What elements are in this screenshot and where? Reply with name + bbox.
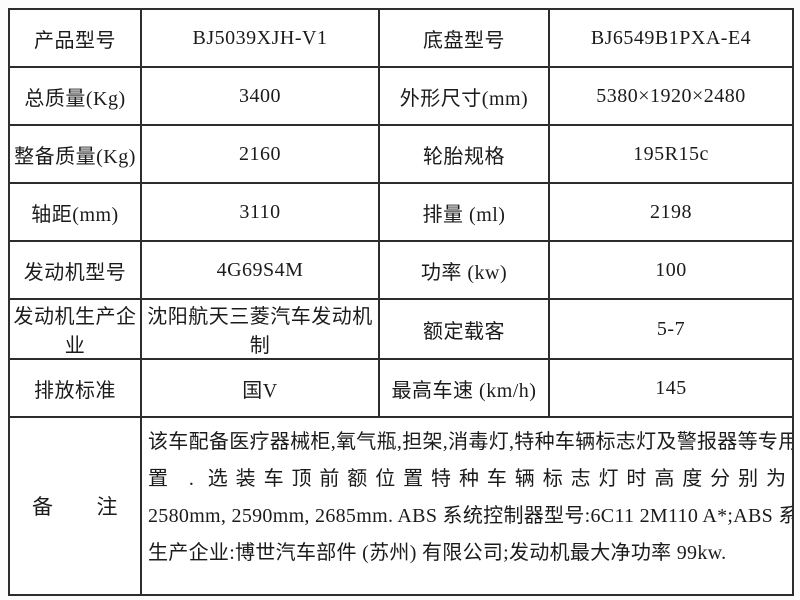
- remark-line-4: 生产企业:博世汽车部件 (苏州) 有限公司;发动机最大净功率 99kw.: [148, 542, 727, 564]
- value-dimensions: 5380×1920×2480: [548, 66, 794, 126]
- value-curb-weight: 2160: [140, 124, 380, 184]
- value-tire-spec: 195R15c: [548, 124, 794, 184]
- value-product-model: BJ5039XJH-V1: [140, 8, 380, 68]
- value-wheelbase: 3110: [140, 182, 380, 242]
- label-remark: 备 注: [8, 416, 142, 596]
- label-gross-weight: 总质量(Kg): [8, 66, 142, 126]
- table-row: 排放标准 国V 最高车速 (km/h) 145: [8, 358, 794, 418]
- label-emission-standard: 排放标准: [8, 358, 142, 418]
- table-row: 整备质量(Kg) 2160 轮胎规格 195R15c: [8, 124, 794, 184]
- label-engine-manufacturer: 发动机生产企业: [8, 298, 142, 360]
- label-max-speed: 最高车速 (km/h): [378, 358, 550, 418]
- label-product-model: 产品型号: [8, 8, 142, 68]
- value-gross-weight: 3400: [140, 66, 380, 126]
- remark-line-2: 置 . 选装车顶前额位置特种车辆标志灯时高度分别为: [148, 468, 787, 490]
- table-row: 总质量(Kg) 3400 外形尺寸(mm) 5380×1920×2480: [8, 66, 794, 126]
- table-row: 发动机生产企业 沈阳航天三菱汽车发动机制 额定载客 5-7: [8, 298, 794, 360]
- label-tire-spec: 轮胎规格: [378, 124, 550, 184]
- label-rated-passengers: 额定载客: [378, 298, 550, 360]
- table-row: 发动机型号 4G69S4M 功率 (kw) 100: [8, 240, 794, 300]
- value-max-speed: 145: [548, 358, 794, 418]
- remark-line-1: 该车配备医疗器械柜,氧气瓶,担架,消毒灯,特种车辆标志灯及警报器等专用装: [148, 431, 793, 453]
- vehicle-spec-table: 产品型号 BJ5039XJH-V1 底盘型号 BJ6549B1PXA-E4 总质…: [8, 8, 794, 596]
- value-engine-manufacturer: 沈阳航天三菱汽车发动机制: [140, 298, 380, 360]
- value-displacement: 2198: [548, 182, 794, 242]
- value-chassis-model: BJ6549B1PXA-E4: [548, 8, 794, 68]
- label-wheelbase: 轴距(mm): [8, 182, 142, 242]
- label-chassis-model: 底盘型号: [378, 8, 550, 68]
- table-row-remark: 备 注 该车配备医疗器械柜,氧气瓶,担架,消毒灯,特种车辆标志灯及警报器等专用装…: [8, 416, 794, 596]
- value-power: 100: [548, 240, 794, 300]
- label-curb-weight: 整备质量(Kg): [8, 124, 142, 184]
- value-rated-passengers: 5-7: [548, 298, 794, 360]
- table-row: 轴距(mm) 3110 排量 (ml) 2198: [8, 182, 794, 242]
- table-row: 产品型号 BJ5039XJH-V1 底盘型号 BJ6549B1PXA-E4: [8, 8, 794, 68]
- remark-text-cell: 该车配备医疗器械柜,氧气瓶,担架,消毒灯,特种车辆标志灯及警报器等专用装 置 .…: [140, 416, 794, 596]
- value-emission-standard: 国V: [140, 358, 380, 418]
- label-dimensions: 外形尺寸(mm): [378, 66, 550, 126]
- label-displacement: 排量 (ml): [378, 182, 550, 242]
- remark-line-3: 2580mm, 2590mm, 2685mm. ABS 系统控制器型号:6C11…: [148, 505, 791, 527]
- value-engine-model: 4G69S4M: [140, 240, 380, 300]
- label-engine-model: 发动机型号: [8, 240, 142, 300]
- label-power: 功率 (kw): [378, 240, 550, 300]
